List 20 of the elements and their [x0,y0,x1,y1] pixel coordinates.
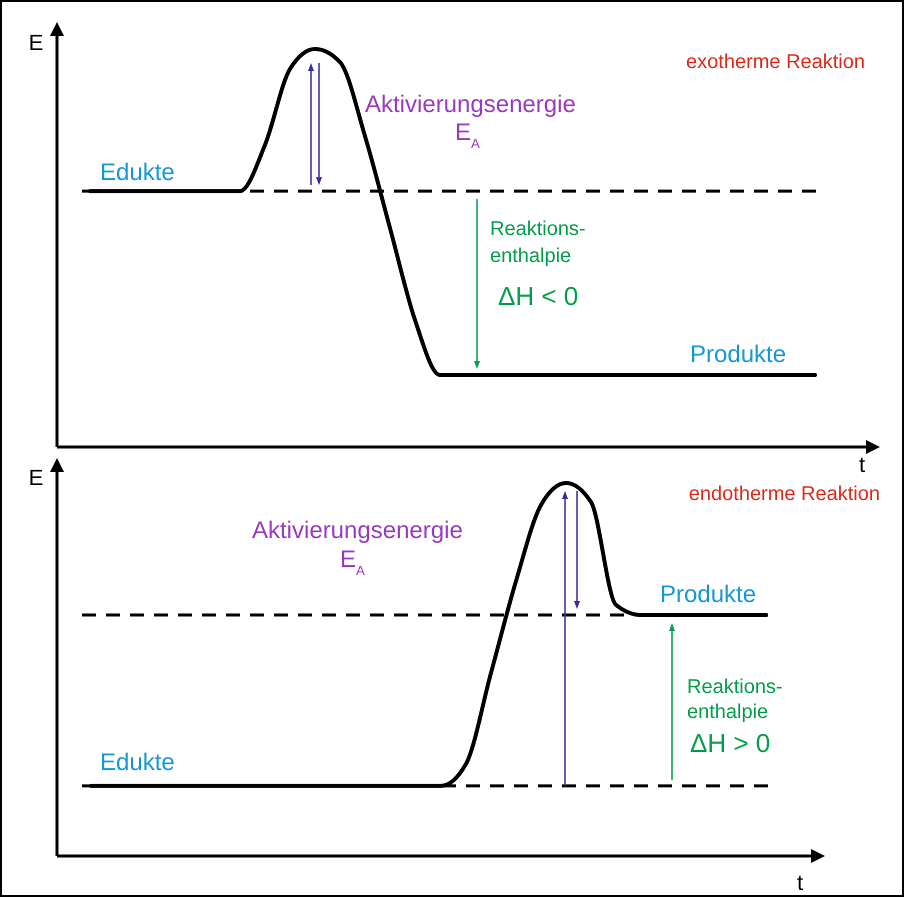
x-axis-title: t [858,452,866,477]
chart-title: exotherme Reaktion [686,51,865,73]
annotation: Reaktions- [490,218,586,240]
annotation: Aktivierungsenergie [365,91,576,118]
annotation: E$_{A}$ [340,546,366,578]
annotation: Edukte [100,749,175,776]
annotation: E$_{A}$ [455,119,480,150]
annotation: Edukte [100,159,175,186]
annotation: ΔH > 0 [690,728,770,758]
annotation: Reaktions- [687,676,783,698]
annotation: enthalpie [687,701,768,723]
annotation: Produkte [690,341,786,368]
y-axis-title: E [28,465,44,490]
x-axis-title: t [796,870,804,895]
annotation: Produkte [660,581,756,608]
annotation: Aktivierungsenergie [252,517,463,544]
chart-title: endotherme Reaktion [688,483,880,505]
annotation: ΔH < 0 [498,281,578,311]
annotation: enthalpie [490,245,572,267]
y-axis-title: E [28,30,44,55]
